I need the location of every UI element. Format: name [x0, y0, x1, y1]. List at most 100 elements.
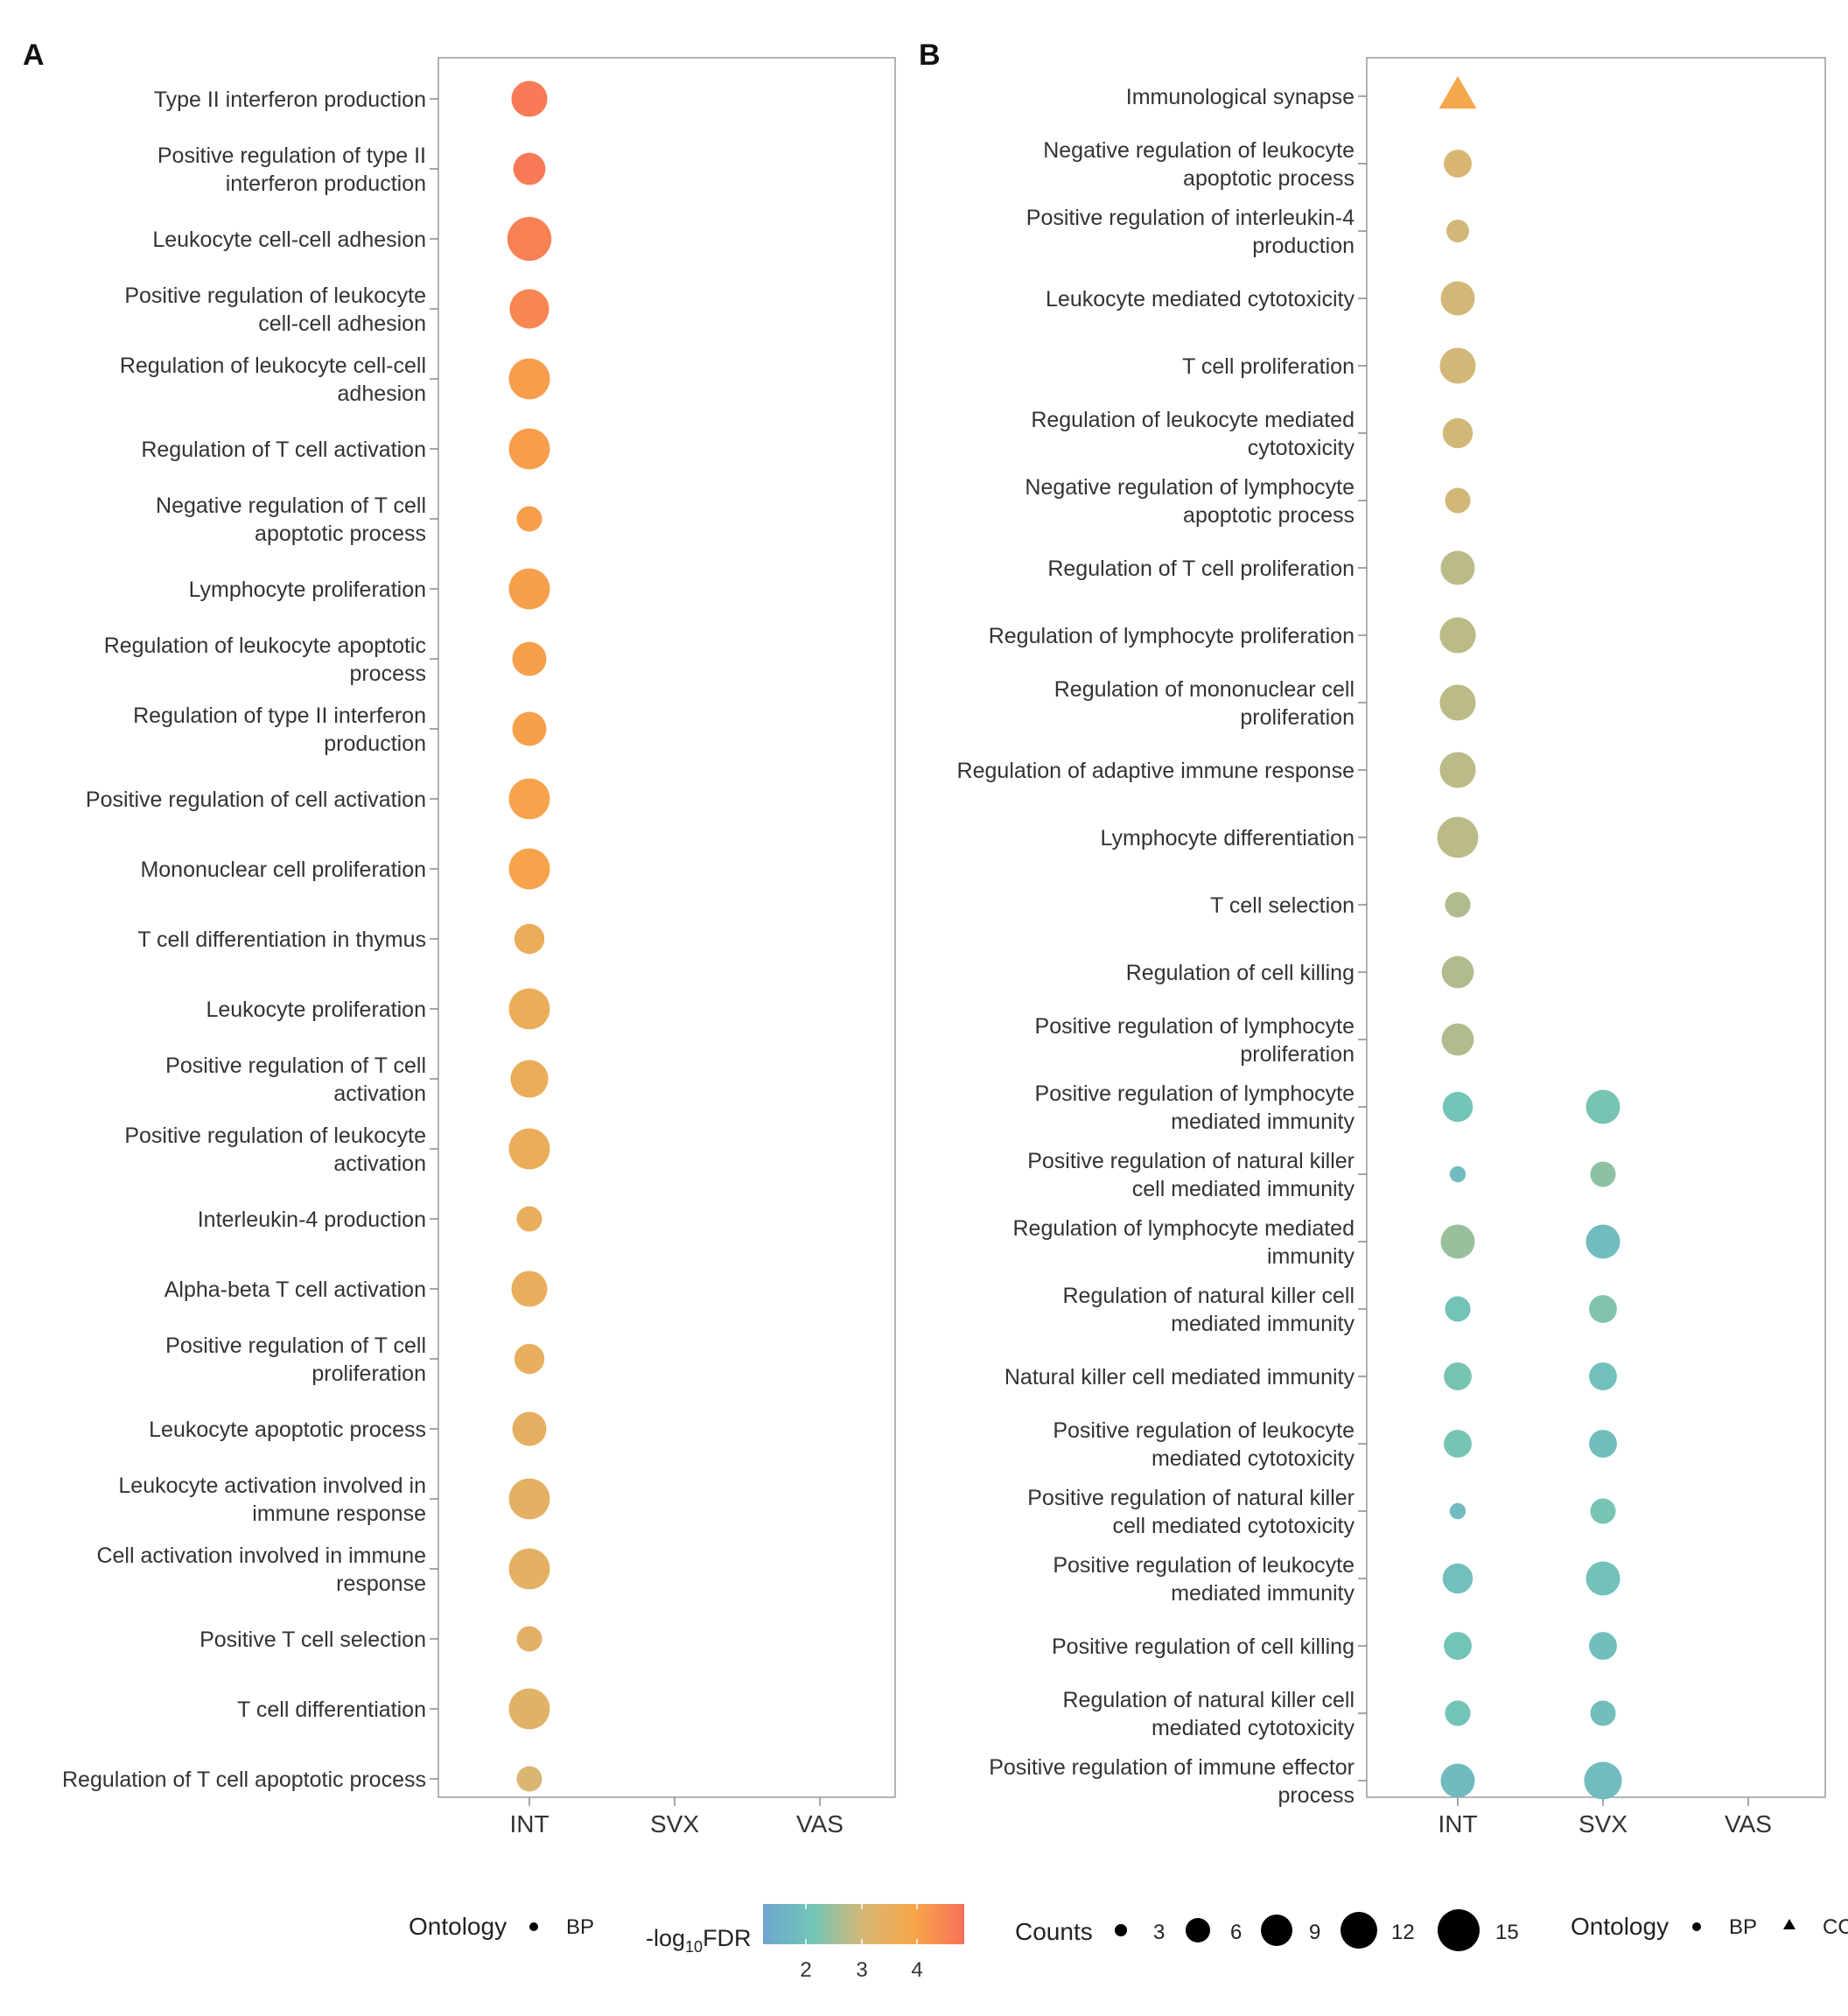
y-axis-label: Regulation of lymphocyte proliferation: [989, 624, 1354, 648]
data-point: [514, 923, 545, 955]
legend-color-label-4: 4: [911, 1958, 922, 1982]
legend-count-9-dot: [1261, 1914, 1292, 1946]
data-point: [516, 1626, 542, 1652]
y-axis-label-line: production: [1252, 234, 1354, 258]
data-point: [1441, 1023, 1474, 1056]
y-axis-label-line: Regulation of T cell activation: [141, 438, 426, 462]
y-axis-label: Positive regulation of cell activation: [86, 788, 426, 812]
legend-ontology-right-bp: BP: [1729, 1915, 1757, 1939]
data-point: [1440, 550, 1475, 585]
y-axis-label: Positive regulation of leukocyte cell-cel…: [124, 284, 426, 336]
x-axis-labels: INT SVX VAS INT SVX VAS: [509, 1810, 1772, 1838]
y-axis-label: Regulation of T cell activation: [141, 438, 426, 462]
y-axis-label: Type II interferon production: [154, 88, 426, 112]
y-axis-label-line: Positive regulation of natural killer: [1027, 1486, 1354, 1510]
data-point: [1437, 816, 1479, 858]
y-axis-label-line: Regulation of type II interferon: [133, 704, 426, 728]
y-axis-label-line: Positive regulation of T cell: [165, 1334, 426, 1358]
data-point: [1445, 1700, 1471, 1726]
y-axis-label-line: Leukocyte activation involved in: [118, 1474, 426, 1498]
y-axis-label: Positive regulation of T cell activation: [165, 1054, 426, 1106]
y-axis-label-line: T cell differentiation: [237, 1698, 426, 1722]
y-axis-label-line: Regulation of T cell proliferation: [1047, 556, 1354, 581]
y-axis-label: Regulation of leukocyte apoptotic process: [104, 634, 426, 686]
y-axis-label-line: Positive regulation of natural killer: [1027, 1149, 1354, 1173]
data-point: [1590, 1700, 1616, 1726]
data-point: [1449, 1166, 1466, 1183]
y-axis-label: Regulation of adaptive immune response: [957, 759, 1354, 783]
legend-color-label-2: 2: [800, 1958, 811, 1982]
y-axis-label-line: production: [324, 732, 426, 756]
y-axis-label-line: process: [1278, 1783, 1354, 1808]
panel-a-frame: [438, 57, 896, 1798]
legend-color-label-3: 3: [856, 1958, 867, 1982]
data-point: [509, 289, 550, 329]
y-axis-label-line: Negative regulation of lymphocyte: [1025, 475, 1354, 500]
y-axis-label: Regulation of T cell proliferation: [1047, 556, 1354, 581]
data-point: [1589, 1362, 1617, 1390]
data-point: [508, 848, 550, 890]
data-point: [1584, 1761, 1622, 1800]
legend-count-3-label: 3: [1153, 1921, 1165, 1944]
data-point: [510, 1060, 549, 1098]
panel-b-y-labels: Immunological synapse Negative regulation…: [957, 85, 1355, 1808]
y-axis-label: Positive regulation of T cell proliferati…: [165, 1334, 426, 1386]
data-point: [1442, 417, 1474, 449]
y-axis-label: Positive regulation of leukocyte activati…: [124, 1124, 426, 1176]
legend-count-12-dot: [1340, 1912, 1377, 1949]
legend-count-9-label: 9: [1309, 1921, 1320, 1944]
y-axis-label: Leukocyte mediated cytotoxicity: [1046, 287, 1354, 312]
y-axis-label: Mononuclear cell proliferation: [140, 858, 426, 882]
y-axis-label: Positive regulation of natural killer cel…: [1027, 1149, 1354, 1201]
data-point: [516, 506, 542, 532]
data-point: [512, 641, 547, 676]
y-axis-label-line: proliferation: [312, 1362, 426, 1386]
panel-b-frame: [1366, 57, 1826, 1798]
data-point: [1586, 1089, 1620, 1124]
legend-bp-dot-icon: [1692, 1922, 1701, 1931]
data-point: [1590, 1498, 1616, 1524]
y-axis-label-line: Immunological synapse: [1126, 85, 1354, 109]
data-point: [508, 1548, 550, 1590]
data-point: [1442, 1091, 1474, 1123]
y-axis-label-line: Type II interferon production: [154, 88, 426, 112]
y-axis-label-line: Positive regulation of lymphocyte: [1035, 1082, 1354, 1106]
y-axis-label-line: Mononuclear cell proliferation: [140, 858, 426, 882]
axis-ticks: [430, 95, 1749, 1806]
y-axis-label: Regulation of lymphocyte mediated immunit…: [1012, 1216, 1354, 1269]
data-point: [1445, 892, 1471, 918]
y-axis-label-line: Regulation of mononuclear cell: [1054, 677, 1354, 702]
y-axis-label-line: Regulation of adaptive immune response: [957, 759, 1354, 783]
y-axis-label: Positive regulation of leukocyte mediated…: [1053, 1418, 1354, 1471]
data-point: [1439, 617, 1476, 654]
y-axis-label-line: Lymphocyte proliferation: [189, 578, 426, 602]
y-axis-label: Leukocyte activation involved in immune r…: [118, 1474, 426, 1526]
y-axis-label: Regulation of natural killer cell mediate…: [1062, 1284, 1354, 1336]
y-axis-label: Regulation of natural killer cell mediate…: [1062, 1688, 1354, 1740]
y-axis-label: Leukocyte apoptotic process: [149, 1418, 426, 1442]
data-point: [1590, 1161, 1616, 1187]
legend-counts: Counts 3 6 9 12 15: [1015, 1909, 1519, 1951]
data-point: [507, 216, 552, 262]
y-axis-label-line: Leukocyte mediated cytotoxicity: [1046, 287, 1354, 312]
data-point: [508, 568, 550, 610]
data-point: [1441, 956, 1474, 989]
x-axis-label: VAS: [1725, 1810, 1772, 1838]
data-point: [1586, 1224, 1620, 1259]
y-axis-label-line: Interleukin-4 production: [198, 1208, 426, 1232]
panel-b-letter: B: [919, 38, 941, 72]
data-point: [513, 152, 546, 186]
x-axis-label: VAS: [796, 1810, 844, 1838]
legend-count-6-label: 6: [1230, 1921, 1242, 1944]
legend-cc-triangle-icon: [1783, 1919, 1796, 1929]
y-axis-label-line: immune response: [252, 1502, 426, 1526]
x-axis-label: INT: [509, 1810, 549, 1838]
y-axis-label-line: cytotoxicity: [1248, 436, 1355, 460]
y-axis-label-line: activation: [333, 1152, 426, 1176]
data-point: [1449, 1502, 1466, 1520]
y-axis-label-line: mediated cytotoxicity: [1152, 1716, 1355, 1740]
legend-counts-title: Counts: [1015, 1918, 1093, 1945]
y-axis-label-line: Positive regulation of immune effector: [989, 1755, 1354, 1780]
data-point: [508, 1128, 550, 1170]
